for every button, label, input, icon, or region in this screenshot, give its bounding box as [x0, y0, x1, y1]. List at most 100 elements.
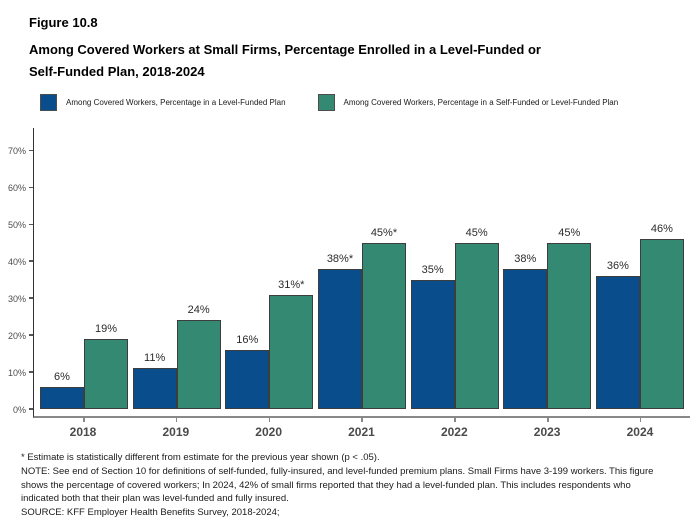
x-tick-label: 2018 [69, 425, 97, 439]
bar-self-or-level-funded-2018 [84, 338, 128, 409]
bar-column-self-or-level-funded-2018: 19% [84, 323, 128, 409]
bar-column-level-funded-2024: 36% [595, 260, 640, 409]
bar-column-self-or-level-funded-2024: 46% [639, 223, 684, 409]
x-axis-cell-2022: 2022 [410, 418, 498, 439]
x-tick-label: 2024 [626, 425, 654, 439]
x-tick-mark [268, 418, 271, 422]
bar-column-level-funded-2020: 16% [225, 333, 270, 409]
bar-column-self-or-level-funded-2022: 45% [454, 226, 499, 409]
bar-value-label: 38%* [326, 252, 354, 265]
bar-level-funded-2020 [225, 349, 270, 409]
y-tick-label: 60% [7, 183, 26, 194]
bar-self-or-level-funded-2021 [361, 242, 406, 409]
bar-self-or-level-funded-2020 [269, 294, 314, 409]
bar-level-funded-2018 [40, 386, 84, 409]
bar-level-funded-2021 [317, 268, 362, 409]
bar-value-label: 45% [465, 226, 488, 239]
bar-column-level-funded-2018: 6% [40, 371, 84, 409]
legend-label-self-or-level-funded: Among Covered Workers, Percentage in a S… [343, 98, 619, 107]
footnote-line: NOTE: See end of Section 10 for definiti… [21, 465, 654, 505]
x-tick-mark [175, 418, 178, 422]
x-tick-label: 2021 [348, 425, 375, 439]
footnote-line: * Estimate is statistically different fr… [21, 452, 380, 463]
y-tick-label: 0% [12, 404, 26, 415]
bar-level-funded-2022 [410, 279, 455, 409]
x-axis: 2018 2019 2020 2021 2022 2023 2024 [33, 418, 690, 439]
legend-item-self-or-level-funded: Among Covered Workers, Percentage in a S… [317, 94, 619, 111]
figure-title-line-2: Self-Funded Plan, 2018-2024 [29, 64, 205, 79]
legend-swatch-self-or-level-funded [317, 94, 335, 111]
y-tick-mark [29, 260, 33, 262]
bar-column-level-funded-2019: 11% [132, 352, 177, 409]
x-axis-cell-2021: 2021 [317, 418, 405, 439]
y-tick-label: 40% [7, 256, 26, 267]
x-axis-cell-2023: 2023 [503, 418, 591, 439]
x-axis-cell-2024: 2024 [596, 418, 684, 439]
x-tick-label: 2020 [255, 425, 282, 439]
x-tick-mark [83, 418, 85, 422]
bar-group-2018: 6% 19% [40, 323, 128, 409]
legend-label-level-funded: Among Covered Workers, Percentage in a L… [66, 98, 286, 107]
y-axis: 0% 10% 20% 30% 40% 50% 60% 70% [8, 128, 33, 418]
bar-value-label: 31%* [278, 278, 305, 291]
y-tick-label: 10% [7, 367, 26, 378]
y-tick-label: 70% [7, 146, 26, 157]
y-tick-mark [29, 334, 33, 336]
y-tick-label: 50% [7, 220, 26, 230]
bar-level-funded-2023 [503, 268, 548, 409]
bar-value-label: 45%* [370, 226, 398, 239]
bar-value-label: 36% [606, 260, 629, 273]
bar-group-2019: 11% 24% [132, 304, 221, 409]
x-axis-cell-2020: 2020 [225, 418, 313, 439]
bar-group-2020: 16% 31%* [225, 278, 314, 409]
bar-value-label: 19% [94, 322, 118, 335]
x-tick-mark [454, 418, 456, 422]
bar-self-or-level-funded-2024 [639, 239, 684, 409]
y-tick-mark [29, 186, 33, 189]
bar-group-2023: 38% 45% [503, 226, 592, 409]
bar-self-or-level-funded-2019 [176, 320, 221, 409]
bar-column-level-funded-2023: 38% [503, 252, 548, 409]
bar-group-2021: 38%* 45%* [317, 226, 406, 409]
figure-title-line-1: Among Covered Workers at Small Firms, Pe… [29, 42, 541, 57]
legend: Among Covered Workers, Percentage in a L… [40, 94, 698, 111]
footnote-line: SOURCE: KFF Employer Health Benefits Sur… [21, 507, 280, 519]
figure-label: Figure 10.8 [29, 15, 98, 30]
bar-value-label: 11% [144, 352, 166, 365]
bar-column-self-or-level-funded-2021: 45%* [361, 226, 406, 409]
bar-column-self-or-level-funded-2019: 24% [176, 304, 221, 409]
y-tick-mark [29, 408, 33, 410]
y-tick-label: 20% [7, 330, 26, 341]
bar-column-level-funded-2021: 38%* [317, 252, 362, 409]
x-tick-label: 2023 [533, 425, 561, 439]
x-tick-mark [547, 418, 549, 422]
bar-level-funded-2019 [132, 368, 177, 409]
x-tick-mark [361, 418, 363, 422]
chart: 0% 10% 20% 30% 40% 50% 60% 70% 6% 19% 11% 24% 16% 31… [8, 128, 690, 418]
y-tick-label: 30% [7, 293, 26, 304]
bar-value-label: 35% [421, 263, 444, 276]
bar-column-self-or-level-funded-2020: 31%* [269, 278, 314, 409]
figure-header: Figure 10.8 Among Covered Workers at Sma… [0, 0, 698, 83]
bar-value-label: 6% [54, 370, 70, 383]
x-axis-cell-2019: 2019 [132, 418, 220, 439]
bar-value-label: 16% [236, 333, 259, 346]
legend-item-level-funded: Among Covered Workers, Percentage in a L… [40, 94, 286, 111]
x-axis-cell-2018: 2018 [39, 418, 127, 439]
bar-level-funded-2024 [595, 276, 640, 409]
x-tick-label: 2022 [440, 425, 468, 439]
bar-value-label: 24% [187, 304, 210, 317]
bar-group-2024: 36% 46% [595, 223, 684, 409]
bar-value-label: 46% [650, 223, 673, 236]
footer-notes: * Estimate is statistically different fr… [21, 451, 668, 520]
y-tick-mark [29, 371, 33, 373]
bar-self-or-level-funded-2022 [454, 242, 499, 409]
bar-column-level-funded-2022: 35% [410, 263, 455, 409]
bar-value-label: 38% [514, 252, 537, 265]
x-tick-label: 2019 [162, 425, 190, 439]
y-tick-mark [29, 223, 33, 225]
bar-column-self-or-level-funded-2023: 45% [547, 226, 592, 409]
bar-self-or-level-funded-2023 [547, 242, 592, 409]
bar-value-label: 45% [558, 226, 581, 239]
